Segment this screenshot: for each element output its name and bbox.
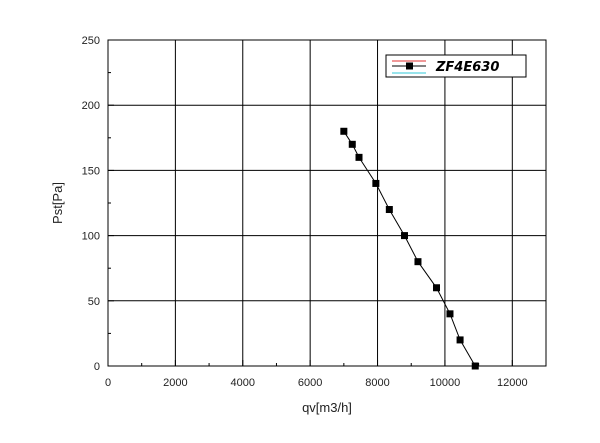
series-layer bbox=[340, 127, 479, 370]
y-tick-label: 150 bbox=[82, 165, 100, 177]
data-point-marker bbox=[355, 153, 363, 161]
x-tick-label: 10000 bbox=[430, 377, 461, 389]
data-point-marker bbox=[433, 284, 440, 292]
data-point-marker bbox=[414, 258, 422, 266]
data-point-marker bbox=[456, 336, 464, 344]
data-point-marker bbox=[372, 179, 380, 187]
y-tick-label: 50 bbox=[88, 296, 100, 308]
y-tick-label: 200 bbox=[82, 100, 100, 112]
x-tick-label: 2000 bbox=[163, 377, 187, 389]
series-line bbox=[343, 131, 476, 367]
y-tick-label: 250 bbox=[82, 35, 100, 47]
legend: ZF4E630 bbox=[385, 54, 527, 78]
y-tick-label: 0 bbox=[94, 361, 100, 373]
data-point-marker bbox=[400, 232, 408, 240]
x-tick-label: 0 bbox=[105, 377, 111, 389]
data-point-marker bbox=[385, 206, 393, 214]
tick-labels: 0 2000 4000 6000 8000 10000 12000 0 50 100 150 200 2… bbox=[82, 35, 528, 389]
x-axis-title: qv[m3/h] bbox=[302, 400, 352, 415]
data-point-marker bbox=[471, 362, 479, 370]
legend-series-label: ZF4E630 bbox=[435, 60, 499, 75]
data-point-marker bbox=[340, 127, 348, 135]
data-point-marker bbox=[348, 140, 356, 148]
x-tick-label: 6000 bbox=[298, 377, 322, 389]
x-tick-label: 8000 bbox=[365, 377, 389, 389]
grid-lines bbox=[108, 40, 546, 366]
x-tick-label: 4000 bbox=[231, 377, 255, 389]
plot-area-frame bbox=[107, 39, 547, 367]
y-axis-title: Pst[Pa] bbox=[50, 182, 65, 224]
legend-series-marker bbox=[406, 62, 413, 70]
data-point-marker bbox=[446, 310, 454, 318]
y-tick-label: 100 bbox=[82, 231, 100, 243]
x-tick-label: 12000 bbox=[497, 377, 528, 389]
